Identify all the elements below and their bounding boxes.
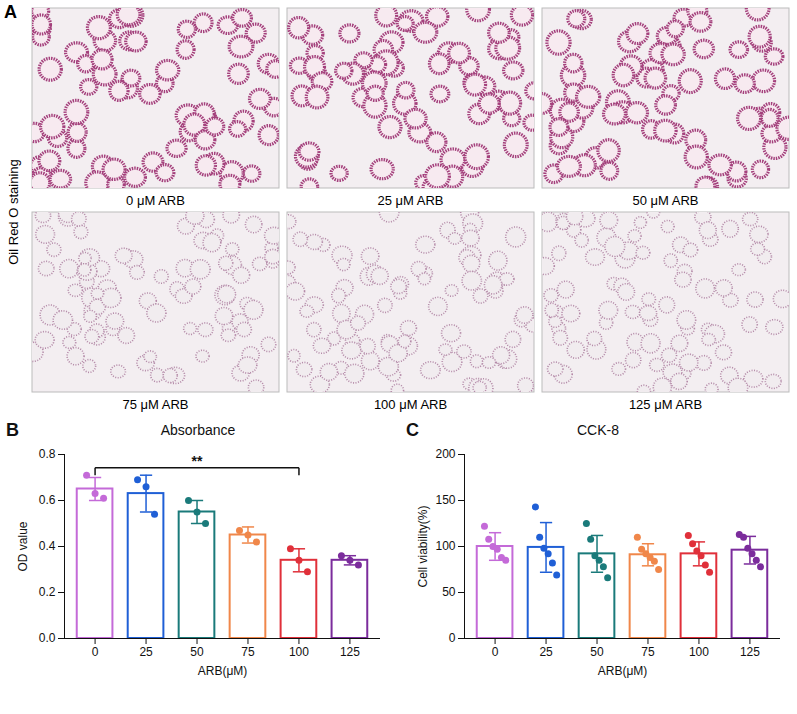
html-text:CCK-8: CCK-8 — [577, 422, 619, 438]
svg-text:125: 125 — [740, 645, 760, 659]
svg-text:0.0: 0.0 — [39, 631, 56, 645]
svg-text:125: 125 — [340, 645, 360, 659]
svg-text:75 μM ARB: 75 μM ARB — [122, 397, 188, 412]
svg-text:200: 200 — [435, 447, 455, 461]
svg-text:100: 100 — [435, 539, 455, 553]
svg-text:OD value: OD value — [16, 521, 30, 571]
svg-text:ARB(μM): ARB(μM) — [598, 664, 648, 678]
svg-text:150: 150 — [435, 493, 455, 507]
html-text:C: C — [406, 420, 419, 440]
svg-text:0.6: 0.6 — [39, 493, 56, 507]
svg-text:75: 75 — [241, 645, 255, 659]
svg-text:Oil Red O staining: Oil Red O staining — [6, 159, 21, 265]
svg-text:50: 50 — [190, 645, 204, 659]
svg-text:Cell viability(%): Cell viability(%) — [416, 505, 430, 587]
svg-text:0: 0 — [492, 645, 499, 659]
svg-text:0.2: 0.2 — [39, 585, 56, 599]
svg-text:75: 75 — [641, 645, 655, 659]
svg-text:A: A — [4, 2, 17, 22]
svg-text:100: 100 — [289, 645, 309, 659]
svg-text:100: 100 — [689, 645, 709, 659]
svg-text:0 μM ARB: 0 μM ARB — [126, 193, 185, 208]
html-text:Absorbance: Absorbance — [160, 422, 236, 438]
svg-text:50: 50 — [442, 585, 456, 599]
html-text:B: B — [6, 420, 19, 440]
svg-text:125 μM ARB: 125 μM ARB — [629, 397, 702, 412]
svg-text:0: 0 — [92, 645, 99, 659]
svg-text:0: 0 — [449, 631, 456, 645]
svg-text:25 μM ARB: 25 μM ARB — [377, 193, 443, 208]
svg-text:50: 50 — [590, 645, 604, 659]
svg-text:**: ** — [192, 453, 203, 469]
svg-text:0.8: 0.8 — [39, 447, 56, 461]
svg-text:25: 25 — [539, 645, 553, 659]
svg-text:25: 25 — [139, 645, 153, 659]
svg-text:ARB(μM): ARB(μM) — [198, 664, 248, 678]
svg-text:100 μM ARB: 100 μM ARB — [374, 397, 447, 412]
svg-text:50 μM ARB: 50 μM ARB — [632, 193, 698, 208]
svg-text:0.4: 0.4 — [39, 539, 56, 553]
